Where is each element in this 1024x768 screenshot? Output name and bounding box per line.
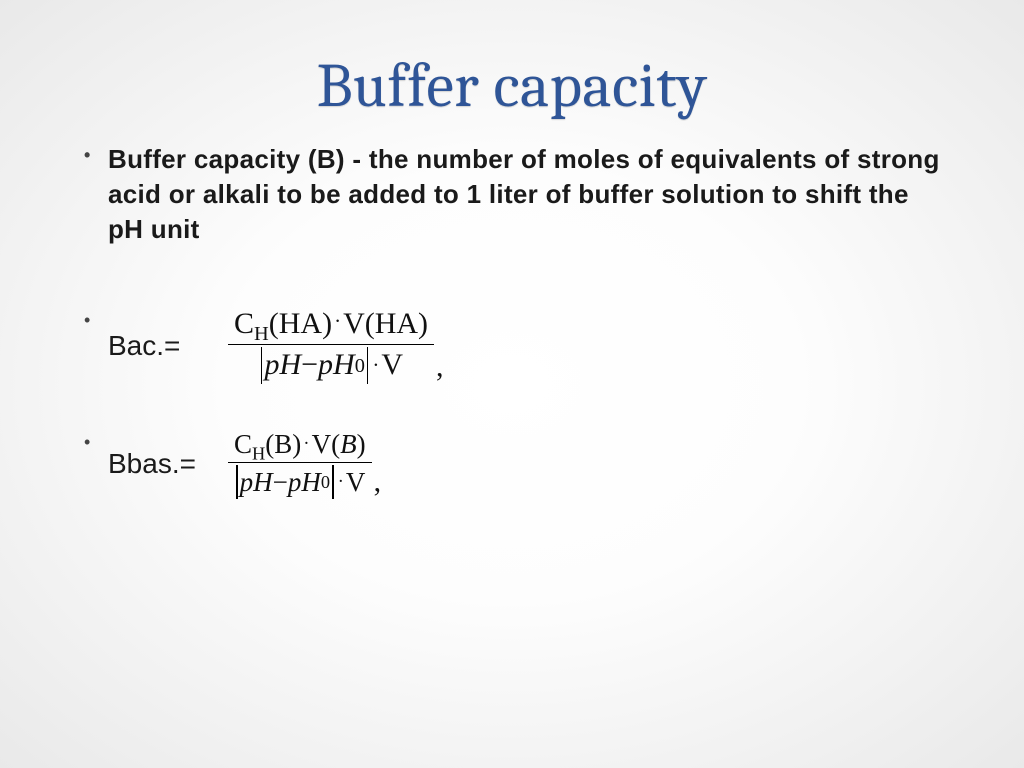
eq1-comma: , <box>434 350 444 384</box>
eq2-numerator: CH(B)·V(B) <box>228 429 372 463</box>
eq1-numerator: CH(HA)·V(HA) <box>228 307 434 345</box>
equation-base-formula: CH(B)·V(B) pH − pH0 ·V , <box>228 429 381 499</box>
eq2-comma: , <box>372 465 382 499</box>
equation-acid-formula: CH(HA)·V(HA) pH − pH0 ·V , <box>228 307 444 384</box>
bullet-list: Buffer capacity (B) - the number of mole… <box>80 142 944 499</box>
equation-acid: Вас.= CH(HA)·V(HA) pH − pH0 ·V , <box>80 307 944 384</box>
definition-bullet: Buffer capacity (B) - the number of mole… <box>80 142 944 247</box>
title-text: Buffer capacity <box>317 50 708 122</box>
eq2-denominator: pH − pH0 ·V <box>228 463 371 499</box>
equation-acid-label: Вас.= <box>108 330 208 362</box>
slide-title: Buffer capacity <box>70 50 954 122</box>
definition-text: Buffer capacity (B) - the number of mole… <box>108 144 940 244</box>
slide: Buffer capacity Buffer capacity (B) - th… <box>0 0 1024 768</box>
equation-base-label: Вbas.= <box>108 448 208 480</box>
equation-base: Вbas.= CH(B)·V(B) pH − pH0 ·V , <box>80 429 944 499</box>
eq1-denominator: pH − pH0 ·V <box>253 345 409 385</box>
